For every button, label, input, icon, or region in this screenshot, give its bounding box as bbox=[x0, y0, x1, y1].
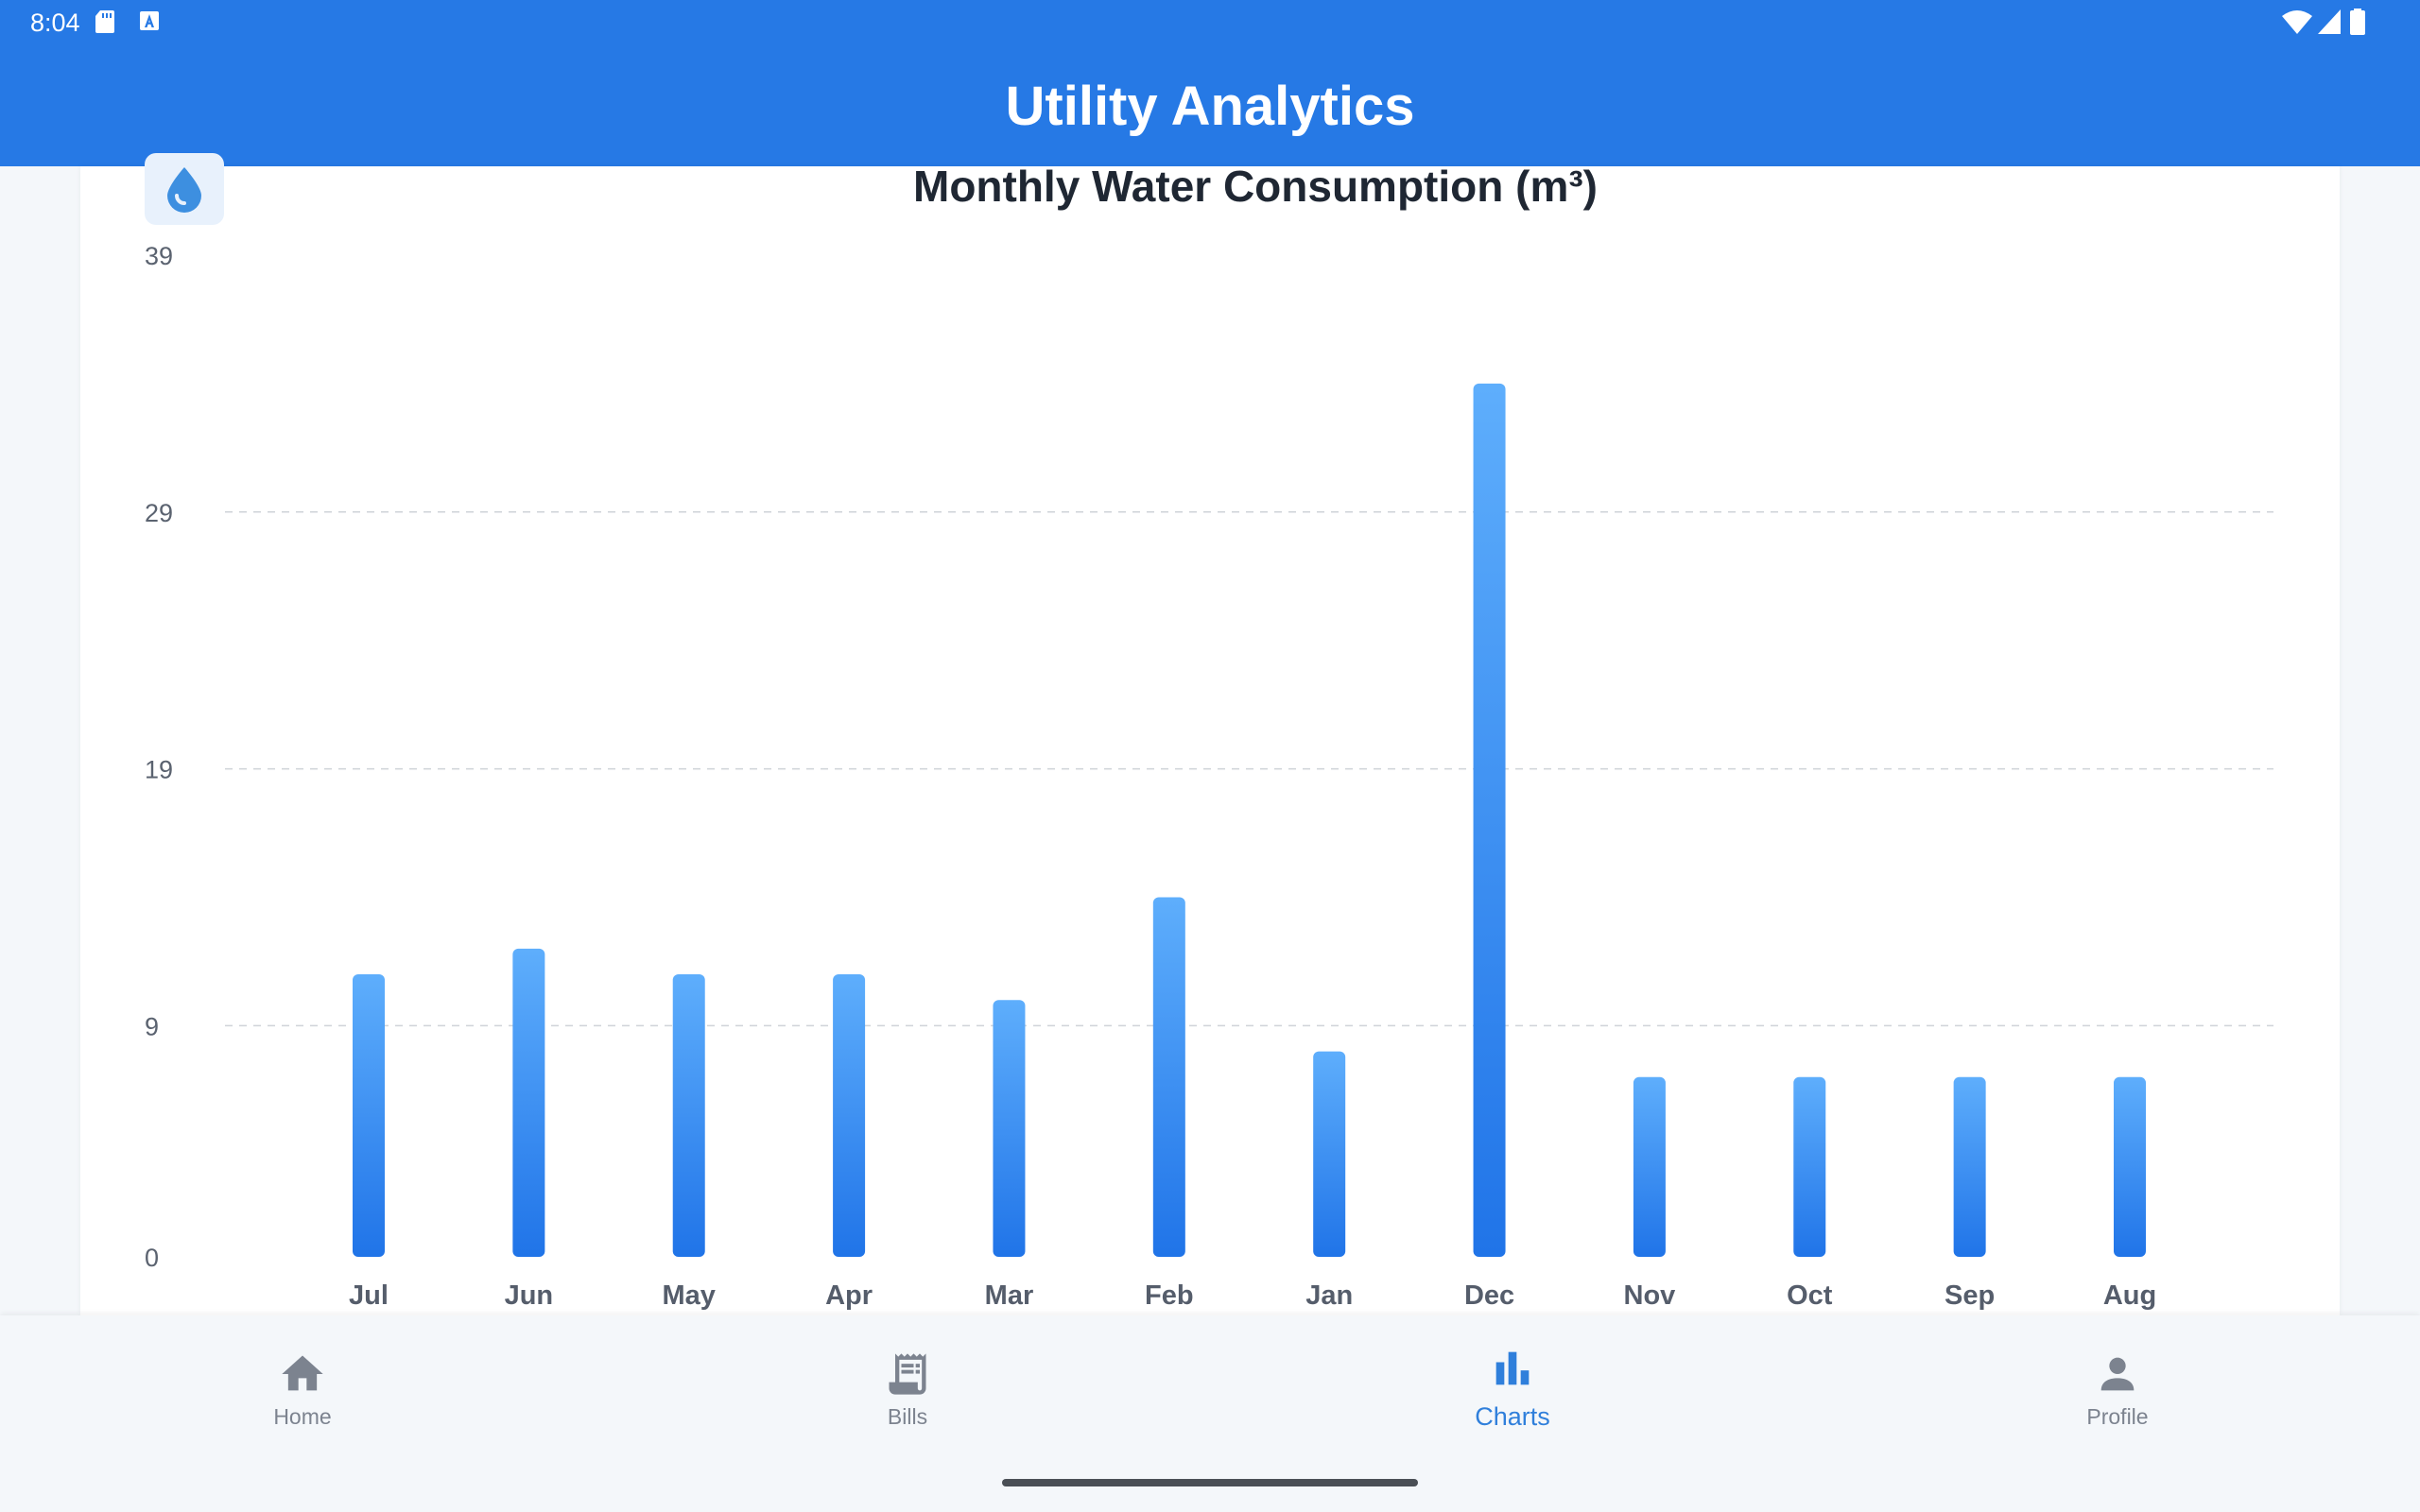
person-icon bbox=[2100, 1357, 2135, 1391]
bar-jul[interactable] bbox=[353, 974, 385, 1257]
x-tick-label: Apr bbox=[825, 1280, 873, 1311]
chart-title: Monthly Water Consumption (m³) bbox=[913, 162, 1598, 211]
bar-apr[interactable] bbox=[833, 974, 866, 1257]
bar-dec[interactable] bbox=[1473, 383, 1506, 1257]
water-drop-icon bbox=[167, 167, 201, 213]
bar-feb[interactable] bbox=[1152, 897, 1185, 1257]
keyboard-a-icon bbox=[140, 11, 159, 30]
bar-may[interactable] bbox=[672, 974, 705, 1257]
bar-sep[interactable] bbox=[1953, 1076, 1986, 1257]
status-time: 8:04 bbox=[30, 9, 80, 37]
nav-profile[interactable]: Profile bbox=[1928, 1344, 2307, 1467]
nav-home-label: Home bbox=[273, 1404, 332, 1429]
sd-card-icon bbox=[95, 10, 114, 33]
x-tick-label: Jan bbox=[1305, 1280, 1353, 1311]
x-tick-label: Aug bbox=[2103, 1280, 2156, 1311]
nav-charts-label: Charts bbox=[1475, 1402, 1550, 1431]
x-tick-label: May bbox=[663, 1280, 716, 1311]
y-tick-label: 29 bbox=[145, 499, 173, 527]
x-tick-label: Oct bbox=[1787, 1280, 1833, 1311]
y-tick-label: 9 bbox=[145, 1012, 159, 1040]
app-bar: 8:04 Utility Analytics bbox=[0, 0, 2420, 166]
x-tick-label: Sep bbox=[1945, 1280, 1995, 1311]
nav-bills[interactable]: Bills bbox=[718, 1344, 1097, 1467]
gesture-home-indicator[interactable] bbox=[1002, 1479, 1418, 1486]
bar-mar[interactable] bbox=[993, 1000, 1026, 1257]
nav-home[interactable]: Home bbox=[113, 1344, 492, 1467]
nav-bills-label: Bills bbox=[887, 1404, 928, 1429]
x-tick-label: Jun bbox=[505, 1280, 554, 1311]
home-icon bbox=[282, 1355, 323, 1391]
wifi-icon bbox=[2282, 10, 2312, 34]
x-tick-label: Feb bbox=[1145, 1280, 1194, 1311]
bar-jan[interactable] bbox=[1313, 1051, 1346, 1257]
y-tick-label: 39 bbox=[145, 242, 173, 270]
bar-aug[interactable] bbox=[2114, 1076, 2146, 1257]
y-tick-label: 19 bbox=[145, 756, 173, 784]
nav-profile-label: Profile bbox=[2086, 1404, 2149, 1429]
bar-oct[interactable] bbox=[1793, 1076, 1826, 1257]
x-tick-label: Dec bbox=[1464, 1280, 1514, 1311]
x-tick-label: Jul bbox=[349, 1280, 389, 1311]
bar-nov[interactable] bbox=[1633, 1076, 1666, 1257]
x-tick-label: Nov bbox=[1624, 1280, 1676, 1311]
nav-charts[interactable]: Charts bbox=[1323, 1344, 1702, 1467]
water-badge bbox=[145, 153, 224, 225]
signal-icon bbox=[2318, 9, 2341, 34]
bar-chart-icon bbox=[1495, 1351, 1530, 1385]
y-tick-label: 0 bbox=[145, 1244, 159, 1272]
x-tick-label: Mar bbox=[985, 1280, 1034, 1311]
battery-icon bbox=[2350, 9, 2365, 35]
water-consumption-chart: 0 9 19 29 39 Jul Jun May Apr Mar Feb Jan Dec Nov Oct Se… bbox=[145, 242, 2273, 1311]
app-title: Utility Analytics bbox=[1005, 76, 1415, 137]
receipt-icon bbox=[889, 1353, 926, 1395]
bar-jun[interactable] bbox=[512, 948, 545, 1257]
